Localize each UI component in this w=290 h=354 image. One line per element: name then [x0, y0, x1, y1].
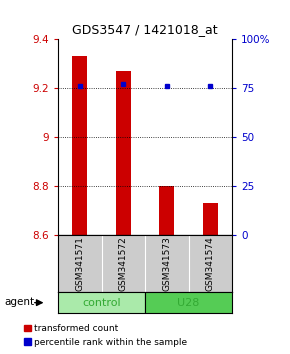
Bar: [159, 186, 174, 235]
Bar: [116, 71, 131, 235]
Bar: [72, 56, 87, 235]
Text: control: control: [82, 298, 121, 308]
Legend: transformed count, percentile rank within the sample: transformed count, percentile rank withi…: [24, 324, 187, 347]
Bar: [145, 292, 232, 313]
Text: agent: agent: [5, 297, 35, 307]
Text: GSM341574: GSM341574: [206, 236, 215, 291]
Bar: [58, 292, 145, 313]
Text: GSM341571: GSM341571: [75, 236, 84, 291]
Text: U28: U28: [177, 298, 200, 308]
Bar: [203, 204, 218, 235]
Text: GSM341573: GSM341573: [162, 236, 171, 291]
Text: GSM341572: GSM341572: [119, 236, 128, 291]
Title: GDS3547 / 1421018_at: GDS3547 / 1421018_at: [72, 23, 218, 36]
